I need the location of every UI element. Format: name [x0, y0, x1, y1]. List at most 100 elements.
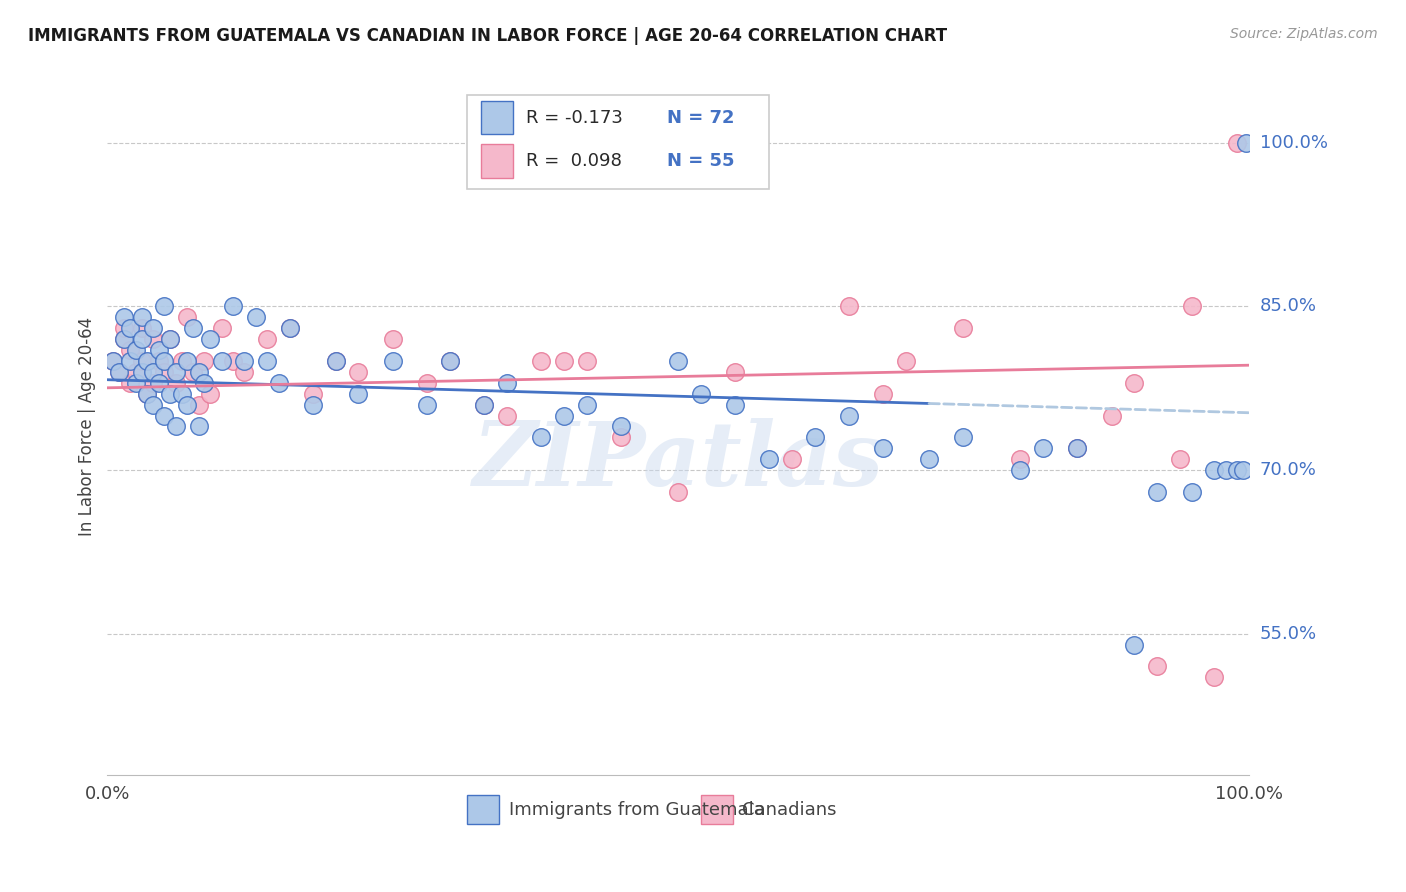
Point [804, 430, 827, 444]
Point [125, 343, 148, 357]
Point [136, 354, 159, 368]
FancyBboxPatch shape [481, 145, 513, 178]
Text: 100.0%: 100.0% [1260, 134, 1327, 152]
Text: R = -0.173: R = -0.173 [526, 109, 623, 127]
Point [159, 332, 181, 346]
Point [439, 354, 461, 368]
Point [610, 419, 633, 434]
Point [666, 354, 689, 368]
Point [131, 321, 153, 335]
Point [325, 354, 347, 368]
Point [176, 310, 198, 325]
Point [666, 484, 689, 499]
Point [1032, 442, 1054, 456]
Point [101, 354, 124, 368]
Point [530, 430, 553, 444]
Point [1215, 463, 1237, 477]
Text: 85.0%: 85.0% [1260, 297, 1317, 316]
Point [1146, 484, 1168, 499]
Point [170, 386, 193, 401]
Point [952, 321, 974, 335]
Point [222, 300, 245, 314]
Point [181, 321, 204, 335]
Point [142, 332, 165, 346]
Y-axis label: In Labor Force | Age 20-64: In Labor Force | Age 20-64 [79, 317, 96, 536]
Point [1168, 452, 1191, 467]
Point [1146, 659, 1168, 673]
Point [256, 332, 278, 346]
FancyBboxPatch shape [481, 101, 513, 135]
Point [114, 321, 136, 335]
Point [107, 365, 129, 379]
Point [553, 354, 575, 368]
Point [125, 376, 148, 390]
Point [125, 365, 148, 379]
Point [1204, 463, 1226, 477]
Point [495, 409, 517, 423]
Point [1123, 638, 1146, 652]
Point [1123, 376, 1146, 390]
Text: Immigrants from Guatemala: Immigrants from Guatemala [509, 801, 765, 819]
Point [1101, 409, 1123, 423]
Point [610, 430, 633, 444]
Point [381, 354, 404, 368]
Point [724, 398, 747, 412]
Point [416, 398, 439, 412]
Text: R =  0.098: R = 0.098 [526, 152, 621, 170]
Point [278, 321, 301, 335]
FancyBboxPatch shape [467, 795, 499, 824]
Point [153, 300, 176, 314]
Point [176, 354, 198, 368]
Point [416, 376, 439, 390]
Point [780, 452, 803, 467]
Point [838, 409, 860, 423]
Point [165, 365, 187, 379]
Point [181, 365, 204, 379]
FancyBboxPatch shape [467, 95, 769, 189]
Point [131, 310, 153, 325]
Point [301, 398, 323, 412]
Point [381, 332, 404, 346]
Point [187, 365, 209, 379]
Point [153, 354, 176, 368]
Point [114, 332, 136, 346]
Point [1234, 136, 1257, 150]
Point [170, 354, 193, 368]
Point [198, 386, 221, 401]
Point [120, 354, 142, 368]
Point [198, 332, 221, 346]
Point [131, 354, 153, 368]
Point [896, 354, 918, 368]
Point [153, 409, 176, 423]
Point [136, 386, 159, 401]
Point [193, 354, 215, 368]
Point [165, 419, 187, 434]
Point [1204, 670, 1226, 684]
Point [148, 354, 170, 368]
Point [187, 419, 209, 434]
Point [142, 365, 165, 379]
Point [347, 365, 370, 379]
Point [256, 354, 278, 368]
Point [222, 354, 245, 368]
Point [1226, 136, 1249, 150]
Point [165, 376, 187, 390]
Point [495, 376, 517, 390]
Text: 70.0%: 70.0% [1260, 461, 1316, 479]
Point [553, 409, 575, 423]
Point [1232, 463, 1254, 477]
Point [193, 376, 215, 390]
Point [872, 442, 894, 456]
Point [120, 343, 142, 357]
Point [689, 386, 711, 401]
Point [159, 332, 181, 346]
Point [176, 398, 198, 412]
Point [872, 386, 894, 401]
Point [918, 452, 941, 467]
Point [159, 386, 181, 401]
Point [211, 321, 233, 335]
Point [245, 310, 267, 325]
Point [148, 343, 170, 357]
Text: ZIPatlas: ZIPatlas [472, 418, 883, 505]
Point [233, 354, 256, 368]
